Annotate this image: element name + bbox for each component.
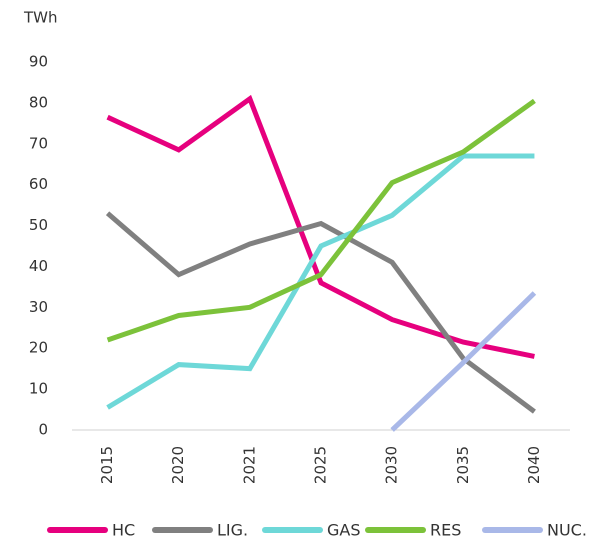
y-tick-label: 20: [29, 339, 48, 357]
legend-label: NUC.: [547, 521, 587, 540]
x-tick-label: 2040: [525, 446, 543, 484]
series-line: [390, 291, 537, 432]
y-tick-label: 30: [29, 298, 48, 316]
y-tick-label: 70: [29, 134, 48, 152]
y-axis-label: TWh: [23, 9, 58, 27]
legend-label: GAS: [327, 521, 361, 540]
x-tick-label: 2025: [312, 446, 330, 484]
x-tick-label: 2035: [454, 446, 472, 484]
y-tick-label: 60: [29, 175, 48, 193]
series-line: [105, 211, 536, 414]
series-line: [106, 98, 536, 343]
legend-label: HC: [112, 521, 135, 540]
y-tick-label: 90: [29, 53, 48, 71]
legend-label: RES: [430, 521, 461, 540]
y-tick-label: 50: [29, 216, 48, 234]
x-tick-label: 2020: [169, 446, 187, 484]
series-line: [106, 153, 535, 410]
x-tick-label: 2015: [98, 446, 116, 484]
x-tick-label: 2021: [240, 446, 258, 484]
y-tick-label: 0: [38, 421, 48, 439]
series-line: [106, 94, 535, 359]
y-tick-label: 80: [29, 93, 48, 111]
legend-label: LIG.: [217, 521, 248, 540]
y-tick-label: 40: [29, 257, 48, 275]
x-tick-label: 2030: [383, 446, 401, 484]
y-tick-label: 10: [29, 380, 48, 398]
